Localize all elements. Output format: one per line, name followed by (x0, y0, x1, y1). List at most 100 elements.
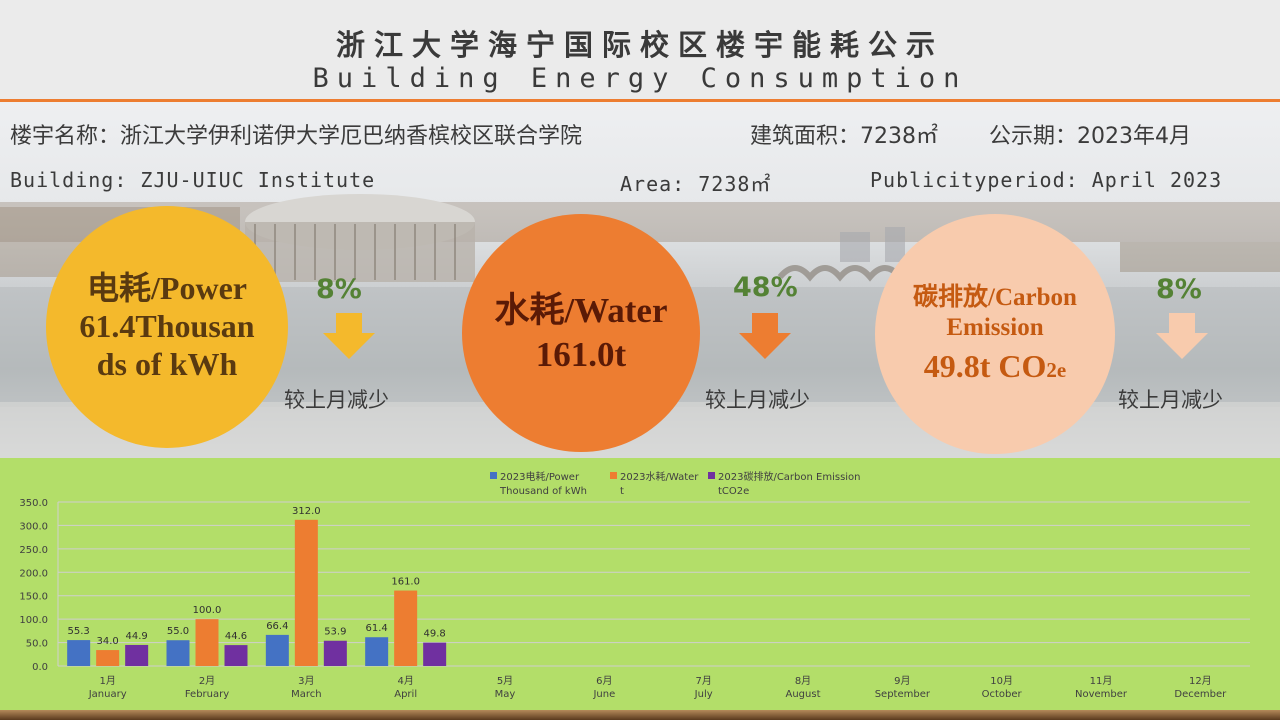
power-label: 电耗/Power (87, 270, 247, 307)
x-tick-label: August (786, 689, 821, 700)
x-tick-label: May (495, 689, 516, 700)
legend-swatch (610, 472, 617, 479)
water-change-percent: 48% (733, 272, 798, 303)
y-tick-label: 50.0 (26, 639, 48, 650)
water-change-desc: 较上月减少 (705, 388, 810, 412)
carbon-value: 49.8t CO (923, 347, 1047, 384)
y-tick-label: 0.0 (32, 662, 48, 673)
page-title-cn: 浙江大学海宁国际校区楼宇能耗公示 (335, 28, 944, 62)
x-tick-label-cn: 8月 (795, 675, 811, 687)
x-tick-label-cn: 10月 (990, 675, 1013, 687)
bar-data-label: 161.0 (391, 577, 420, 588)
x-tick-label-cn: 1月 (99, 675, 115, 687)
power-change-desc: 较上月减少 (284, 388, 389, 412)
bar-data-label: 61.4 (366, 623, 388, 634)
legend-label: tCO2e (718, 486, 749, 497)
page-title-en: Building Energy Consumption (312, 63, 968, 94)
footer-bar (0, 710, 1280, 720)
bar (365, 637, 389, 666)
x-tick-label-cn: 12月 (1189, 675, 1212, 687)
bar-data-label: 66.4 (266, 621, 288, 632)
period-cn: 公示期：2023年4月 (989, 124, 1191, 149)
x-tick-label: November (1075, 689, 1128, 700)
x-tick-label-cn: 6月 (596, 675, 612, 687)
legend-swatch (708, 472, 715, 479)
carbon-label: 碳排放/Carbon (913, 283, 1077, 311)
water-down-arrow-icon (739, 313, 791, 359)
bar-data-label: 100.0 (193, 605, 222, 616)
bar (67, 640, 91, 666)
bar (166, 640, 190, 666)
legend-label: 2023水耗/Water (620, 471, 699, 483)
power-value: 61.4Thousan (79, 308, 255, 345)
power-down-arrow-icon (323, 313, 375, 359)
building-name-en: Building: ZJU-UIUC Institute (10, 168, 376, 192)
bar-data-label: 44.9 (126, 631, 148, 642)
x-tick-label: June (592, 689, 615, 700)
x-tick-label: February (185, 689, 229, 700)
bar-data-label: 53.9 (324, 627, 346, 638)
x-tick-label: September (875, 689, 931, 700)
y-tick-label: 300.0 (19, 521, 48, 532)
bar-data-label: 312.0 (292, 506, 321, 517)
carbon-change-desc: 较上月减少 (1118, 388, 1223, 412)
area-cn: 建筑面积：7238㎡ (750, 124, 938, 149)
bar-data-label: 34.0 (97, 636, 119, 647)
carbon-value-line: 49.8t CO2e (924, 347, 1066, 385)
bar-data-label: 44.6 (225, 631, 247, 642)
carbon-circle: 碳排放/Carbon Emission 49.8t CO2e (875, 214, 1115, 454)
x-tick-label-cn: 7月 (695, 675, 711, 687)
y-tick-label: 350.0 (19, 498, 48, 509)
bar (265, 634, 289, 666)
legend-label: t (620, 486, 624, 497)
building-name-cn: 楼宇名称：浙江大学伊利诺伊大学厄巴纳香槟校区联合学院 (10, 124, 583, 149)
power-change-percent: 8% (316, 274, 362, 305)
water-label: 水耗/Water (494, 291, 668, 331)
power-circle: 电耗/Power 61.4Thousan ds of kWh (46, 206, 288, 448)
area-en: Area: 7238㎡ (620, 172, 772, 196)
chart-area: 0.0 50.0 100.0 150.0 200.0 250.0 300.0 350.0 202… (0, 458, 1280, 710)
bar (294, 519, 318, 666)
header-bar: 浙江大学海宁国际校区楼宇能耗公示 Building Energy Consump… (0, 0, 1280, 100)
legend-label: 2023电耗/Power (500, 470, 580, 483)
x-tick-label-cn: 9月 (894, 675, 910, 687)
water-value: 161.0t (535, 335, 627, 374)
x-tick-label: December (1174, 689, 1227, 700)
x-tick-label-cn: 4月 (397, 675, 413, 687)
x-tick-label-cn: 2月 (199, 675, 215, 687)
period-en: Publicityperiod: April 2023 (870, 168, 1223, 192)
bar-data-label: 55.0 (167, 626, 189, 637)
water-circle: 水耗/Water 161.0t (462, 214, 700, 452)
energy-bar-chart: 0.0 50.0 100.0 150.0 200.0 250.0 300.0 350.0 202… (19, 470, 1250, 700)
bar (224, 645, 248, 666)
power-unit: ds of kWh (96, 345, 238, 382)
bar-data-label: 55.3 (68, 626, 90, 637)
x-tick-label: March (291, 689, 321, 700)
x-tick-label-cn: 3月 (298, 675, 314, 687)
x-tick-label-cn: 11月 (1090, 675, 1113, 687)
bar (195, 619, 219, 666)
y-tick-label: 250.0 (19, 545, 48, 556)
carbon-label-2: Emission (946, 313, 1044, 341)
x-tick-label: July (694, 689, 713, 700)
bar (423, 642, 447, 666)
bar (394, 590, 418, 666)
carbon-value-sub: 2e (1046, 357, 1067, 382)
carbon-down-arrow-icon (1156, 313, 1208, 359)
x-tick-label-cn: 5月 (497, 675, 513, 687)
x-tick-label: January (88, 689, 127, 700)
bar (323, 640, 347, 666)
y-tick-label: 150.0 (19, 592, 48, 603)
legend-label: 2023碳排放/Carbon Emission (718, 470, 861, 483)
bar (96, 650, 120, 666)
legend-swatch (490, 472, 497, 479)
legend-label: Thousand of kWh (499, 486, 587, 497)
carbon-change-percent: 8% (1156, 274, 1202, 305)
y-tick-label: 100.0 (19, 615, 48, 626)
x-tick-label: October (982, 689, 1023, 700)
bar (125, 644, 149, 666)
x-tick-label: April (394, 689, 417, 700)
header-divider (0, 99, 1280, 102)
y-tick-label: 200.0 (19, 568, 48, 579)
bar-data-label: 49.8 (424, 629, 446, 640)
